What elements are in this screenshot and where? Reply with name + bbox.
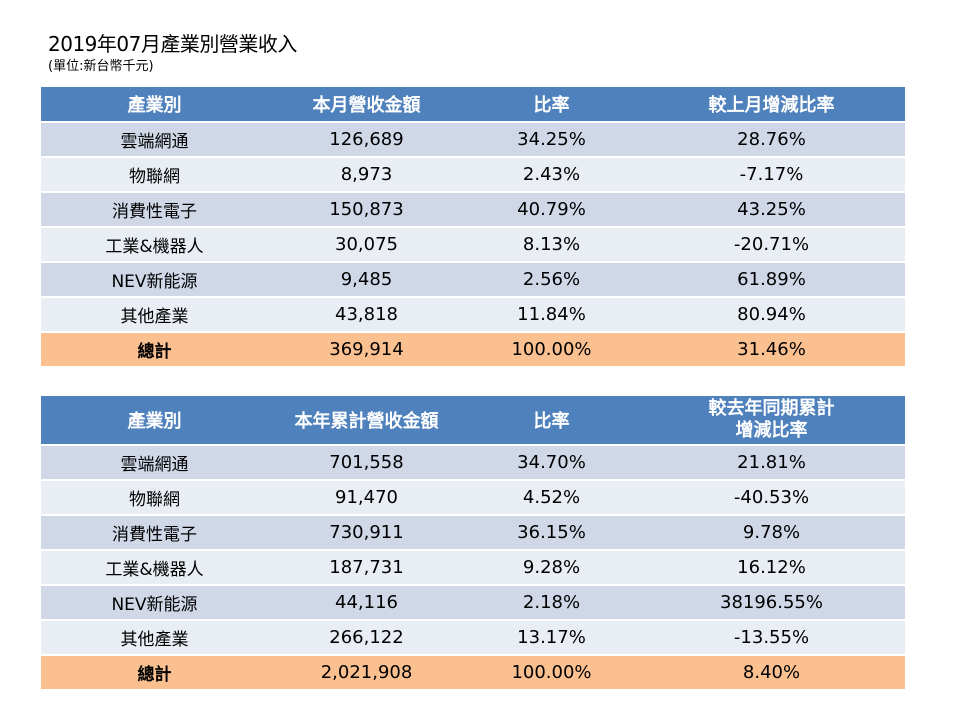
change-cell: 43.25% <box>638 193 905 226</box>
ratio-cell: 2.43% <box>465 158 638 191</box>
table-row: 雲端網通 701,558 34.70% 21.81% <box>41 446 905 479</box>
amount-cell: 91,470 <box>268 481 465 514</box>
amount-cell: 8,973 <box>268 158 465 191</box>
ratio-cell: 2.56% <box>465 263 638 296</box>
header-change-line1: 較去年同期累計 <box>708 398 835 419</box>
change-cell: -40.53% <box>638 481 905 514</box>
header-change-line2: 增減比率 <box>735 420 808 441</box>
monthly-revenue-table: 產業別 本月營收金額 比率 較上月增減比率 雲端網通 126,689 34.25… <box>41 85 905 368</box>
industry-cell: 雲端網通 <box>41 446 268 479</box>
total-change: 8.40% <box>638 656 905 689</box>
industry-cell: 消費性電子 <box>41 193 268 226</box>
ytd-revenue-table: 產業別 本年累計營收金額 比率 較去年同期累計 增減比率 雲端網通 701,55… <box>41 394 905 691</box>
amount-cell: 44,116 <box>268 586 465 619</box>
table-row: 物聯網 91,470 4.52% -40.53% <box>41 481 905 514</box>
table-row: 工業&機器人 30,075 8.13% -20.71% <box>41 228 905 261</box>
total-amount: 2,021,908 <box>268 656 465 689</box>
table-row: 其他產業 43,818 11.84% 80.94% <box>41 298 905 331</box>
total-row: 總計 369,914 100.00% 31.46% <box>41 333 905 366</box>
table-header-row: 產業別 本年累計營收金額 比率 較去年同期累計 增減比率 <box>41 396 905 444</box>
industry-cell: 雲端網通 <box>41 123 268 156</box>
table-row: NEV新能源 9,485 2.56% 61.89% <box>41 263 905 296</box>
total-ratio: 100.00% <box>465 333 638 366</box>
ratio-cell: 40.79% <box>465 193 638 226</box>
amount-cell: 730,911 <box>268 516 465 549</box>
industry-cell: 其他產業 <box>41 298 268 331</box>
header-change: 較去年同期累計 增減比率 <box>638 396 905 444</box>
industry-cell: NEV新能源 <box>41 586 268 619</box>
table-row: 消費性電子 730,911 36.15% 9.78% <box>41 516 905 549</box>
change-cell: 80.94% <box>638 298 905 331</box>
change-cell: 16.12% <box>638 551 905 584</box>
change-cell: 61.89% <box>638 263 905 296</box>
ratio-cell: 2.18% <box>465 586 638 619</box>
header-amount: 本年累計營收金額 <box>268 396 465 444</box>
table-row: 消費性電子 150,873 40.79% 43.25% <box>41 193 905 226</box>
industry-cell: 物聯網 <box>41 158 268 191</box>
table-row: 物聯網 8,973 2.43% -7.17% <box>41 158 905 191</box>
table-row: 雲端網通 126,689 34.25% 28.76% <box>41 123 905 156</box>
total-change: 31.46% <box>638 333 905 366</box>
change-cell: 9.78% <box>638 516 905 549</box>
industry-cell: NEV新能源 <box>41 263 268 296</box>
change-cell: -7.17% <box>638 158 905 191</box>
industry-cell: 其他產業 <box>41 621 268 654</box>
industry-cell: 消費性電子 <box>41 516 268 549</box>
header-ratio: 比率 <box>465 396 638 444</box>
table-row: 工業&機器人 187,731 9.28% 16.12% <box>41 551 905 584</box>
industry-cell: 工業&機器人 <box>41 228 268 261</box>
amount-cell: 187,731 <box>268 551 465 584</box>
total-amount: 369,914 <box>268 333 465 366</box>
change-cell: -13.55% <box>638 621 905 654</box>
table-row: NEV新能源 44,116 2.18% 38196.55% <box>41 586 905 619</box>
total-label: 總計 <box>41 656 268 689</box>
total-label: 總計 <box>41 333 268 366</box>
amount-cell: 701,558 <box>268 446 465 479</box>
ratio-cell: 4.52% <box>465 481 638 514</box>
amount-cell: 30,075 <box>268 228 465 261</box>
industry-cell: 工業&機器人 <box>41 551 268 584</box>
ratio-cell: 34.70% <box>465 446 638 479</box>
table-row: 其他產業 266,122 13.17% -13.55% <box>41 621 905 654</box>
ratio-cell: 36.15% <box>465 516 638 549</box>
amount-cell: 150,873 <box>268 193 465 226</box>
ratio-cell: 9.28% <box>465 551 638 584</box>
amount-cell: 9,485 <box>268 263 465 296</box>
table-header-row: 產業別 本月營收金額 比率 較上月增減比率 <box>41 87 905 121</box>
header-ratio: 比率 <box>465 87 638 121</box>
industry-cell: 物聯網 <box>41 481 268 514</box>
ratio-cell: 34.25% <box>465 123 638 156</box>
header-industry: 產業別 <box>41 87 268 121</box>
amount-cell: 43,818 <box>268 298 465 331</box>
amount-cell: 266,122 <box>268 621 465 654</box>
amount-cell: 126,689 <box>268 123 465 156</box>
total-ratio: 100.00% <box>465 656 638 689</box>
ratio-cell: 8.13% <box>465 228 638 261</box>
total-row: 總計 2,021,908 100.00% 8.40% <box>41 656 905 689</box>
ratio-cell: 11.84% <box>465 298 638 331</box>
unit-note: (單位:新台幣千元) <box>48 59 154 74</box>
change-cell: 38196.55% <box>638 586 905 619</box>
change-cell: 28.76% <box>638 123 905 156</box>
header-industry: 產業別 <box>41 396 268 444</box>
change-cell: -20.71% <box>638 228 905 261</box>
ratio-cell: 13.17% <box>465 621 638 654</box>
header-change: 較上月增減比率 <box>638 87 905 121</box>
page-title: 2019年07月產業別營業收入 <box>48 32 297 56</box>
change-cell: 21.81% <box>638 446 905 479</box>
header-amount: 本月營收金額 <box>268 87 465 121</box>
